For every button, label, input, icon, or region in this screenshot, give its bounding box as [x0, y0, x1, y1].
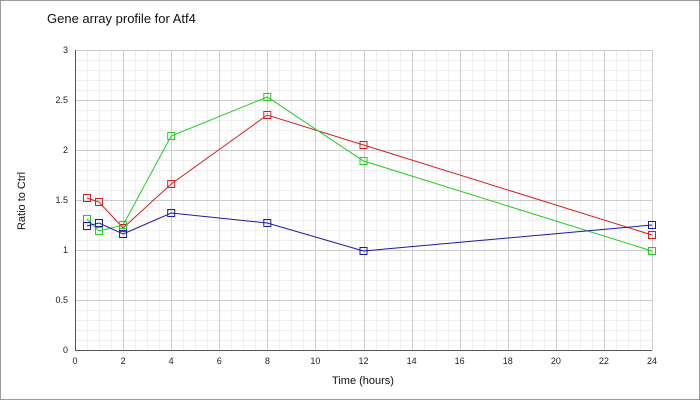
x-tick-label: 6: [217, 356, 222, 366]
data-point: [263, 219, 272, 227]
data-point: [648, 247, 656, 255]
series-markers: [83, 93, 656, 255]
x-tick-label: 20: [551, 356, 561, 366]
x-tick-label: 8: [265, 356, 270, 366]
series-line-3: [86, 212, 653, 252]
data-point: [167, 209, 176, 217]
y-tick-label: 0.5: [55, 295, 68, 305]
axes: [75, 50, 652, 351]
y-axis-label: Ratio to Ctrl: [16, 172, 28, 230]
data-point: [359, 141, 368, 149]
x-tick-label: 14: [407, 356, 417, 366]
series-lines: [86, 96, 653, 252]
x-tick-label: 24: [647, 356, 657, 366]
x-tick-label: 16: [455, 356, 465, 366]
x-tick-label: 22: [599, 356, 609, 366]
y-tick-label: 1: [63, 245, 68, 255]
data-point: [648, 231, 656, 239]
data-point: [359, 247, 368, 255]
y-tick-label: 2: [63, 145, 68, 155]
y-tick-label: 1.5: [55, 195, 68, 205]
grid: [75, 50, 653, 351]
y-tick-label: 3: [63, 45, 68, 55]
data-point: [83, 215, 91, 223]
y-tick-label: 2.5: [55, 95, 68, 105]
data-point: [83, 194, 91, 202]
data-point: [95, 227, 103, 235]
data-point: [167, 180, 176, 188]
y-tick-label: 0: [63, 345, 68, 355]
data-point: [167, 132, 176, 140]
x-tick-label: 2: [121, 356, 126, 366]
data-point: [95, 219, 103, 227]
x-tick-label: 10: [310, 356, 320, 366]
x-axis-label: Time (hours): [332, 375, 394, 387]
x-tick-label: 0: [72, 356, 77, 366]
data-point: [648, 221, 656, 229]
data-point: [263, 93, 272, 101]
data-point: [263, 111, 272, 119]
data-point: [359, 157, 368, 165]
chart-title: Gene array profile for Atf4: [47, 11, 196, 26]
x-tick-label: 18: [503, 356, 513, 366]
x-tick-label: 12: [358, 356, 368, 366]
series-line-1: [86, 114, 653, 236]
x-tick-label: 4: [169, 356, 174, 366]
series-line-2: [86, 96, 653, 252]
data-point: [83, 222, 91, 230]
data-point: [119, 221, 128, 229]
data-point: [95, 198, 103, 206]
data-point: [119, 230, 128, 238]
